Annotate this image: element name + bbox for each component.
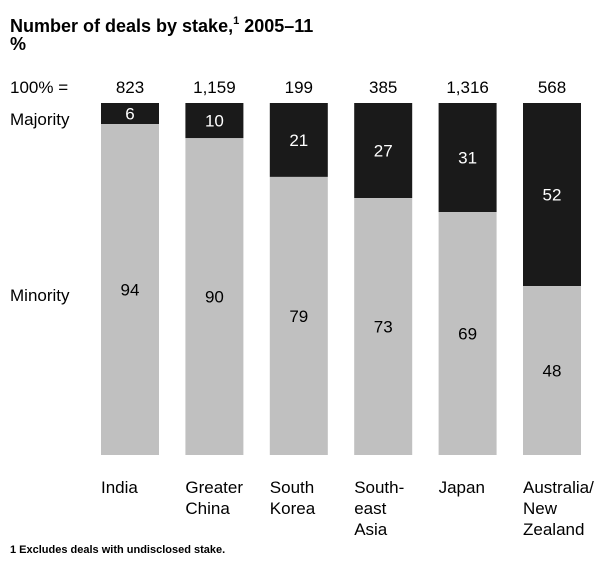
stacked-bar-chart: 100% = Majority Minority 6 94 823 India 10 90 1,1… bbox=[10, 78, 594, 539]
category-label: South- bbox=[354, 478, 404, 497]
category-label: Korea bbox=[270, 499, 316, 518]
total-value: 1,316 bbox=[446, 78, 489, 97]
category-label: New bbox=[523, 499, 558, 518]
bar-minority bbox=[438, 212, 497, 455]
category-label: India bbox=[101, 478, 138, 497]
total-value: 199 bbox=[285, 78, 313, 97]
chart-unit: % bbox=[10, 34, 27, 54]
bar-majority bbox=[185, 103, 244, 139]
total-value: 1,159 bbox=[193, 78, 236, 97]
bar-minority bbox=[269, 176, 328, 456]
bar-majority bbox=[101, 103, 159, 125]
category-label: east bbox=[354, 499, 386, 518]
category-label: Japan bbox=[439, 478, 485, 497]
data-label-majority: 10 bbox=[205, 112, 224, 131]
chart-title-text: Number of deals by stake, bbox=[10, 16, 234, 36]
bar-minority bbox=[523, 286, 581, 455]
bar-minority bbox=[185, 138, 244, 455]
category-label: Zealand bbox=[523, 520, 584, 539]
category-label: Asia bbox=[354, 520, 388, 539]
bar-majority bbox=[354, 103, 413, 199]
total-value: 568 bbox=[538, 78, 566, 97]
bar-majority bbox=[523, 103, 581, 287]
chart-title: Number of deals by stake,1 2005–11 bbox=[10, 12, 313, 36]
data-label-minority: 94 bbox=[121, 281, 140, 300]
total-value: 385 bbox=[369, 78, 397, 97]
category-label: Greater bbox=[185, 478, 243, 497]
data-label-majority: 6 bbox=[125, 105, 134, 124]
total-label: 100% = bbox=[10, 78, 68, 97]
total-value: 823 bbox=[116, 78, 144, 97]
data-label-majority: 27 bbox=[374, 142, 393, 161]
bar-minority bbox=[101, 124, 159, 456]
bar-majority bbox=[438, 103, 497, 213]
data-label-minority: 69 bbox=[458, 325, 477, 344]
data-label-majority: 21 bbox=[289, 131, 308, 150]
data-label-majority: 31 bbox=[458, 149, 477, 168]
series-label-minority: Minority bbox=[10, 286, 70, 305]
title-footnote-marker: 1 bbox=[233, 15, 240, 27]
chart-footnote: 1 Excludes deals with undisclosed stake. bbox=[10, 544, 226, 556]
bar-majority bbox=[269, 103, 328, 177]
category-label: South bbox=[270, 478, 314, 497]
data-label-minority: 90 bbox=[205, 288, 224, 307]
bar-minority bbox=[354, 198, 413, 456]
data-label-majority: 52 bbox=[543, 186, 562, 205]
series-label-majority: Majority bbox=[10, 110, 70, 129]
category-label: China bbox=[185, 499, 230, 518]
chart-title-years: 2005–11 bbox=[239, 16, 314, 36]
category-label: Australia/ bbox=[523, 478, 594, 497]
data-label-minority: 48 bbox=[543, 362, 562, 381]
data-label-minority: 79 bbox=[289, 307, 308, 326]
data-label-minority: 73 bbox=[374, 318, 393, 337]
